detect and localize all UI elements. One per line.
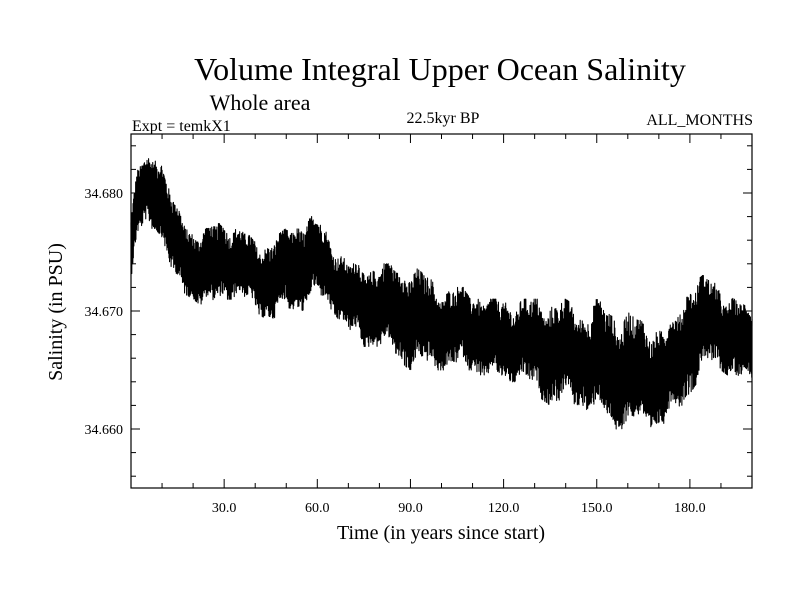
x-tick-label: 60.0 [305, 501, 330, 516]
experiment-label: Expt = temkX1 [132, 118, 231, 135]
x-tick-label: 30.0 [212, 501, 237, 516]
months-label: ALL_MONTHS [646, 112, 753, 129]
x-tick-label: 150.0 [581, 501, 613, 516]
y-tick-label: 34.660 [85, 423, 124, 438]
period-label: 22.5kyr BP [407, 110, 480, 127]
x-tick-label: 90.0 [398, 501, 423, 516]
chart-title: Volume Integral Upper Ocean Salinity [194, 51, 686, 87]
y-axis-label: Salinity (in PSU) [45, 243, 67, 381]
y-tick-label: 34.680 [85, 187, 124, 202]
salinity-line [130, 158, 753, 430]
x-tick-label: 120.0 [488, 501, 520, 516]
plot-area [130, 158, 753, 430]
x-tick-label: 180.0 [674, 501, 706, 516]
chart-subtitle: Whole area [210, 90, 311, 115]
x-axis-label: Time (in years since start) [337, 522, 545, 544]
y-tick-label: 34.670 [85, 305, 124, 320]
